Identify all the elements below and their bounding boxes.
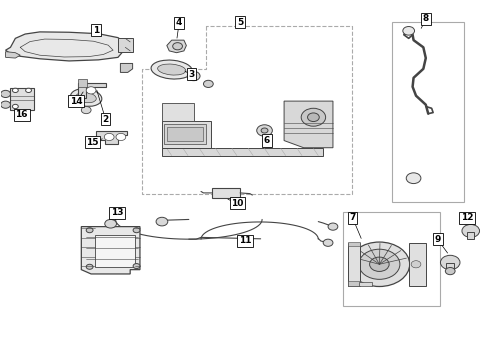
Bar: [162, 103, 194, 121]
Circle shape: [349, 242, 410, 287]
Circle shape: [12, 104, 18, 109]
Polygon shape: [81, 226, 140, 274]
Circle shape: [445, 267, 455, 275]
Polygon shape: [5, 51, 20, 58]
Text: 13: 13: [111, 208, 123, 217]
Text: 9: 9: [435, 235, 441, 244]
Circle shape: [323, 239, 333, 246]
Text: 2: 2: [102, 114, 109, 123]
Polygon shape: [118, 39, 133, 51]
Circle shape: [104, 134, 114, 140]
Circle shape: [0, 90, 10, 98]
Text: 1: 1: [93, 26, 99, 35]
Circle shape: [25, 88, 31, 93]
Polygon shape: [359, 282, 372, 286]
Bar: [95, 234, 135, 267]
Text: 10: 10: [231, 199, 244, 208]
Circle shape: [133, 264, 140, 269]
Circle shape: [403, 27, 415, 35]
Polygon shape: [167, 40, 186, 53]
Circle shape: [172, 42, 182, 50]
Text: 14: 14: [70, 96, 83, 105]
Text: 5: 5: [237, 18, 243, 27]
Circle shape: [406, 173, 421, 184]
Circle shape: [86, 228, 93, 233]
Bar: [347, 282, 360, 286]
Polygon shape: [347, 243, 360, 286]
Circle shape: [359, 249, 400, 279]
Bar: [78, 78, 87, 87]
Polygon shape: [121, 63, 133, 72]
Polygon shape: [5, 32, 128, 61]
Bar: [167, 127, 203, 141]
Bar: [164, 125, 206, 144]
Text: 16: 16: [16, 110, 28, 119]
Circle shape: [203, 80, 213, 87]
Circle shape: [308, 113, 319, 122]
Bar: [212, 188, 240, 198]
Circle shape: [12, 88, 18, 93]
Ellipse shape: [219, 190, 224, 196]
Ellipse shape: [71, 89, 102, 106]
Ellipse shape: [231, 190, 236, 196]
Circle shape: [257, 125, 272, 136]
Text: 11: 11: [239, 237, 251, 246]
Circle shape: [133, 228, 140, 233]
Bar: [343, 212, 441, 306]
Text: 8: 8: [423, 14, 429, 23]
Text: 12: 12: [461, 213, 473, 222]
Bar: [392, 22, 464, 202]
Circle shape: [328, 223, 338, 230]
Circle shape: [187, 71, 200, 81]
Circle shape: [441, 255, 460, 270]
Circle shape: [81, 107, 91, 114]
Bar: [347, 242, 360, 246]
Text: 15: 15: [86, 138, 99, 147]
Circle shape: [105, 220, 117, 228]
Polygon shape: [78, 83, 106, 98]
Circle shape: [301, 108, 326, 126]
Circle shape: [462, 225, 480, 237]
Text: 6: 6: [264, 136, 270, 145]
Circle shape: [156, 217, 168, 226]
Text: 3: 3: [188, 70, 195, 79]
Ellipse shape: [213, 190, 218, 196]
Polygon shape: [96, 131, 127, 144]
Circle shape: [116, 134, 126, 140]
Ellipse shape: [76, 92, 96, 103]
Polygon shape: [409, 243, 426, 286]
Circle shape: [0, 101, 10, 108]
Text: 7: 7: [349, 213, 356, 222]
Circle shape: [411, 261, 421, 268]
Polygon shape: [162, 121, 211, 148]
Bar: [467, 231, 474, 239]
Bar: [446, 263, 454, 270]
Polygon shape: [284, 101, 333, 148]
Text: 4: 4: [176, 18, 182, 27]
Ellipse shape: [225, 190, 230, 196]
Ellipse shape: [151, 60, 193, 79]
Circle shape: [261, 128, 268, 133]
Circle shape: [369, 257, 389, 271]
Circle shape: [86, 264, 93, 269]
Ellipse shape: [158, 64, 186, 75]
Polygon shape: [162, 148, 323, 156]
Circle shape: [86, 87, 96, 94]
Bar: [10, 88, 34, 110]
